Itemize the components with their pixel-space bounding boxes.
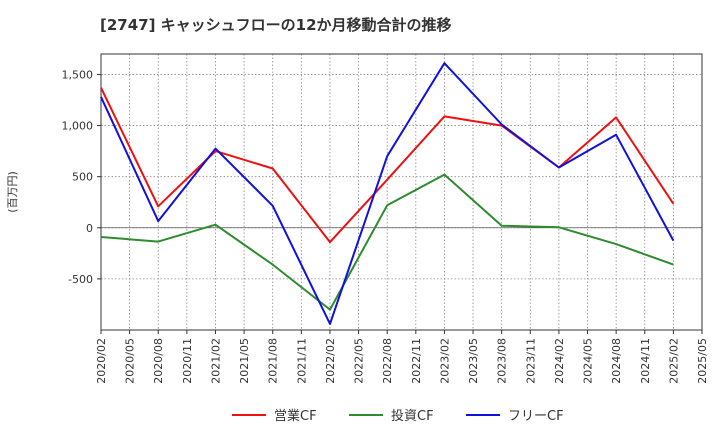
series-line [100, 62, 675, 325]
y-axis-label: (百万円) [6, 171, 19, 213]
x-tick-label: 2024/02 [553, 338, 566, 384]
x-tick-label: 2020/08 [152, 338, 165, 384]
chart-title: [2747] キャッシュフローの12か月移動合計の推移 [100, 16, 452, 34]
y-tick-label: 500 [72, 171, 93, 184]
x-axis-ticks: 2020/02 2020/05 2020/08 2020/11 2021/02 2021/… [95, 330, 709, 384]
x-tick-label: 2023/08 [496, 338, 509, 384]
x-tick-label: 2024/05 [582, 338, 595, 384]
grid-layer [100, 54, 703, 330]
x-tick-label: 2021/02 [209, 338, 222, 384]
series-line [100, 173, 674, 311]
x-tick-label: 2022/08 [381, 338, 394, 384]
x-tick-label: 2021/05 [238, 338, 251, 384]
x-tick-label: 2022/11 [410, 338, 423, 384]
x-tick-label: 2023/02 [438, 338, 451, 384]
x-tick-label: 2025/05 [696, 338, 709, 384]
legend-label: 営業CF [274, 408, 317, 424]
x-tick-label: 2021/11 [295, 338, 308, 384]
y-tick-label: 0 [86, 222, 93, 235]
y-tick-label: 1,500 [62, 68, 94, 81]
x-tick-label: 2023/05 [467, 338, 480, 384]
x-tick-label: 2021/08 [267, 338, 280, 384]
legend-label: フリーCF [508, 409, 564, 424]
x-tick-label: 2022/05 [353, 338, 366, 384]
y-tick-label: 1,000 [62, 120, 94, 133]
x-tick-label: 2024/08 [610, 338, 623, 384]
x-tick-label: 2023/11 [524, 338, 537, 384]
legend-label: 投資CF [391, 408, 434, 424]
y-axis-ticks: 1,500 1,000 500 0 -500 [62, 68, 101, 286]
x-tick-label: 2020/11 [181, 338, 194, 384]
x-tick-label: 2022/02 [324, 338, 337, 384]
series-layer [100, 62, 675, 325]
series-line [100, 87, 675, 244]
x-tick-label: 2024/11 [639, 338, 652, 384]
legend: 営業CF 投資CF フリーCF [232, 408, 564, 424]
x-tick-label: 2025/02 [667, 338, 680, 384]
x-tick-label: 2020/05 [124, 338, 137, 384]
y-tick-label: -500 [68, 273, 93, 286]
x-tick-label: 2020/02 [95, 338, 108, 384]
plot-frame [100, 53, 703, 331]
